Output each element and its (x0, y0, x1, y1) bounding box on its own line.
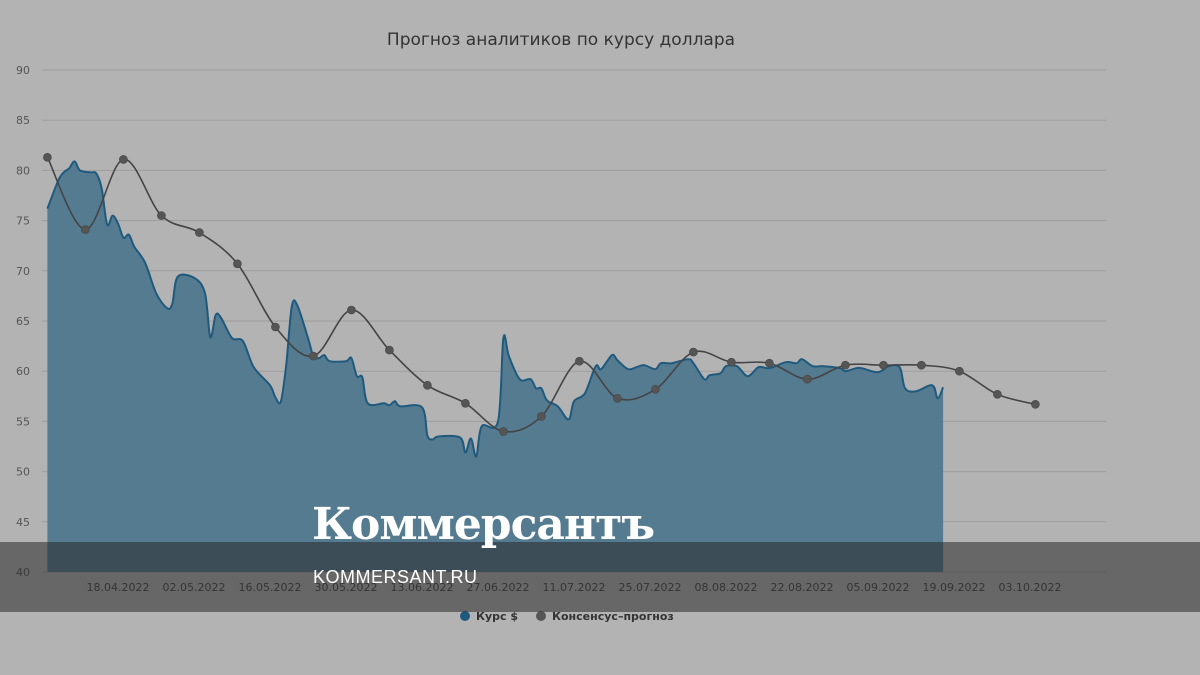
consensus-point[interactable] (841, 360, 850, 370)
y-tick-label: 75 (16, 215, 30, 228)
y-tick-label: 45 (16, 516, 30, 529)
watermark-band (0, 542, 1200, 612)
legend-label-consensus: Консенсус–прогноз (552, 610, 674, 623)
consensus-point[interactable] (119, 155, 128, 164)
series-consensus (43, 153, 1040, 436)
consensus-point[interactable] (233, 259, 242, 269)
consensus-point[interactable] (689, 347, 698, 357)
consensus-point[interactable] (575, 356, 584, 366)
legend-label-usd-rate: Курс $ (476, 610, 518, 623)
legend-item-usd-rate[interactable]: Курс $ (460, 610, 518, 623)
consensus-point[interactable] (727, 357, 736, 367)
consensus-point[interactable] (157, 211, 166, 220)
legend-item-consensus[interactable]: Консенсус–прогноз (536, 610, 674, 623)
series-usd-rate (46, 160, 945, 572)
watermark-site: KOMMERSANT.RU (313, 567, 478, 587)
y-tick-label: 60 (16, 365, 30, 378)
y-axis: 4045505560657075808590 (16, 64, 30, 579)
consensus-point[interactable] (385, 345, 394, 355)
consensus-point[interactable] (499, 427, 508, 436)
consensus-point[interactable] (347, 305, 356, 315)
chart-title: Прогноз аналитиков по курсу доллара (387, 30, 735, 50)
y-tick-label: 65 (16, 315, 30, 328)
watermark-logo: Коммерсантъ (312, 499, 655, 550)
usd-rate-area (47, 161, 944, 572)
consensus-point[interactable] (765, 358, 774, 368)
usd-rate-line (46, 160, 945, 458)
y-tick-label: 80 (16, 164, 30, 177)
legend-marker-consensus (536, 611, 546, 621)
y-tick-label: 50 (16, 466, 30, 479)
consensus-point[interactable] (803, 374, 812, 384)
y-tick-label: 85 (16, 114, 30, 127)
consensus-point[interactable] (461, 398, 470, 408)
consensus-point[interactable] (537, 412, 546, 421)
y-tick-label: 55 (16, 415, 30, 428)
consensus-point[interactable] (993, 389, 1002, 399)
consensus-point[interactable] (195, 228, 204, 237)
y-tick-label: 90 (16, 64, 30, 77)
consensus-point[interactable] (309, 351, 318, 361)
consensus-point[interactable] (81, 225, 90, 234)
legend-marker-usd-rate (460, 611, 470, 621)
legend: Курс $ Консенсус–прогноз (460, 610, 674, 623)
consensus-point[interactable] (651, 384, 660, 394)
consensus-point[interactable] (423, 380, 432, 390)
consensus-point[interactable] (917, 360, 926, 370)
y-tick-label: 70 (16, 265, 30, 278)
consensus-point[interactable] (879, 360, 888, 370)
consensus-point[interactable] (43, 153, 52, 162)
consensus-point[interactable] (1031, 399, 1040, 409)
consensus-point[interactable] (271, 322, 280, 332)
consensus-point[interactable] (955, 366, 964, 376)
consensus-point[interactable] (613, 393, 622, 403)
